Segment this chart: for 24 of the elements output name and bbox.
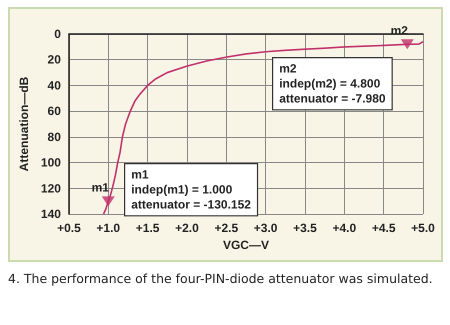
- y-axis-title: Attenuation—dB: [17, 76, 31, 172]
- annotation: m1: [92, 180, 110, 194]
- x-tick-label: +3.0: [254, 221, 278, 235]
- x-tick-label: +1.0: [96, 221, 120, 235]
- x-tick-label: +2.0: [175, 221, 200, 235]
- y-tick-label: 40: [48, 78, 62, 92]
- y-tick-label: 140: [40, 207, 62, 221]
- y-tick-label: 100: [40, 156, 62, 170]
- y-tick-label: 60: [48, 104, 62, 118]
- x-tick-label: +0.5: [57, 221, 82, 235]
- y-tick-label: 80: [48, 130, 62, 144]
- x-tick-label: +5.0: [411, 221, 436, 235]
- x-tick-label: +2.5: [214, 221, 238, 235]
- x-axis-title: VGC—V: [222, 238, 269, 252]
- annotation: m1 indep(m1) = 1.000 attenuator = -130.152: [131, 168, 252, 212]
- y-tick-label: 120: [40, 181, 62, 196]
- annotation: m2 indep(m2) = 4.800 attenuator = -7.980: [279, 62, 386, 106]
- y-tick-label: 20: [48, 52, 62, 67]
- y-tick-label: 0: [54, 27, 62, 41]
- x-tick-label: +3.5: [293, 221, 318, 235]
- x-tick-label: +1.5: [136, 221, 160, 235]
- x-tick-label: +4.5: [372, 221, 396, 235]
- text: 4. The performance of the four-PIN-diode attenuator was simulated.: [8, 270, 434, 288]
- x-tick-label: +4.0: [332, 221, 356, 235]
